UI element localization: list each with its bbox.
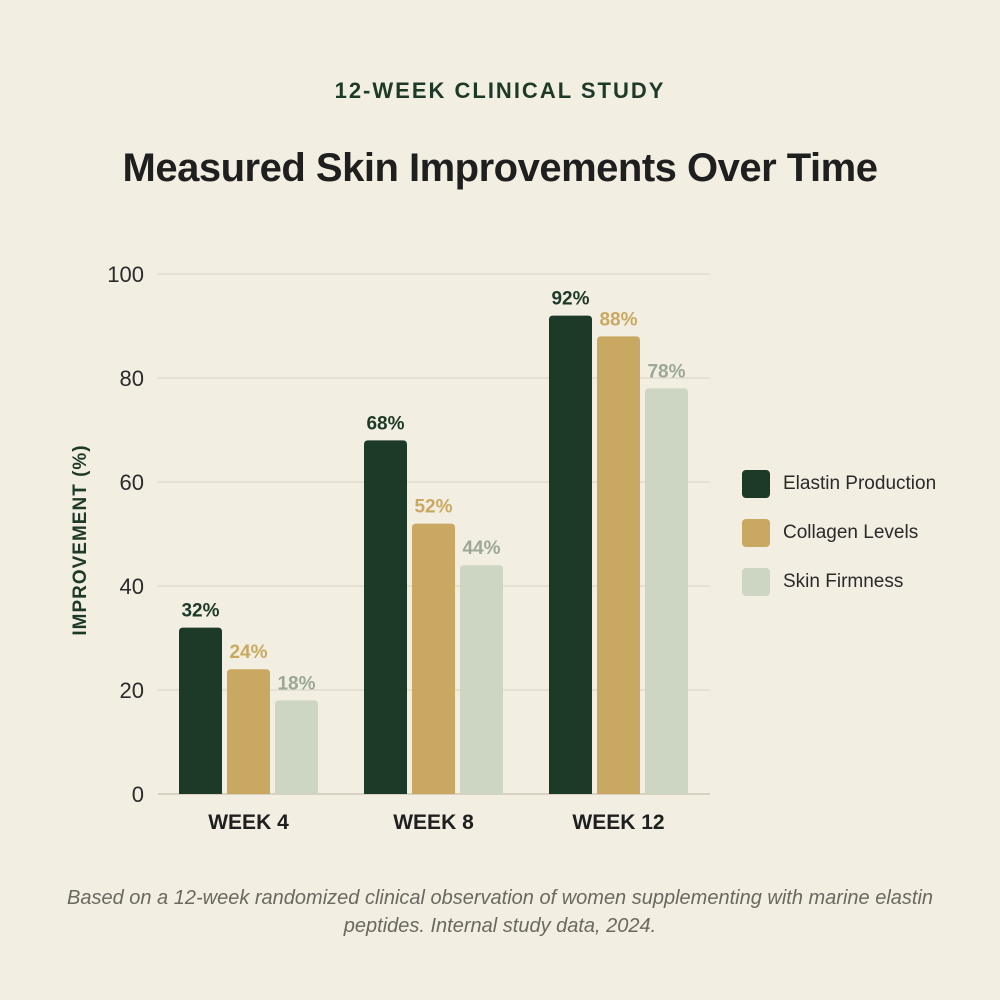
data-label: 88% [599,309,637,330]
bar-collagen-levels-week-8 [412,523,455,794]
bar-elastin-production-week-8 [364,440,407,794]
y-tick-label: 80 [120,366,144,391]
data-label: 44% [462,538,500,559]
x-tick-label: WEEK 12 [572,811,664,834]
bar-skin-firmness-week-12 [645,388,688,794]
y-tick-label: 0 [132,782,144,807]
legend-swatch-collagen [742,519,770,547]
y-tick-label: 20 [120,678,144,703]
y-tick-label: 40 [120,574,144,599]
data-label: 92% [551,289,589,310]
y-axis-label: IMPROVEMENT (%) [70,444,91,635]
legend-label-elastin: Elastin Production [783,473,937,494]
bar-skin-firmness-week-4 [275,700,318,794]
chart-title: Measured Skin Improvements Over Time [122,146,878,190]
data-label: 32% [181,601,219,622]
y-tick-label: 100 [107,262,144,287]
legend-item-collagen: Collagen Levels [742,519,936,547]
legend: Elastin Production Collagen Levels Skin … [742,470,936,617]
chart-eyebrow: 12-WEEK CLINICAL STUDY [334,78,666,103]
legend-swatch-firmness [742,568,770,596]
footnote: Based on a 12-week randomized clinical o… [66,887,934,937]
data-label: 78% [647,361,685,382]
data-label: 18% [277,673,315,694]
data-label: 68% [366,413,404,434]
legend-label-collagen: Collagen Levels [783,522,919,543]
y-axis-ticks: 0 20 40 60 80 100 [107,262,144,807]
legend-item-elastin: Elastin Production [742,470,936,498]
legend-item-firmness: Skin Firmness [742,568,936,596]
legend-label-firmness: Skin Firmness [783,571,904,592]
legend-swatch-elastin [742,470,770,498]
bar-elastin-production-week-12 [549,315,592,794]
bar-collagen-levels-week-4 [227,669,270,794]
data-label: 24% [229,642,267,663]
x-tick-label: WEEK 8 [393,811,474,834]
bar-collagen-levels-week-12 [597,336,640,794]
bar-elastin-production-week-4 [179,627,222,794]
bar-skin-firmness-week-8 [460,565,503,794]
x-axis-ticks: WEEK 4 WEEK 8 WEEK 12 [208,811,664,834]
x-tick-label: WEEK 4 [208,811,289,834]
data-labels: 32% 24% 18% 68% 52% 44% 92% 88% 78% [181,289,685,695]
bars [179,315,688,794]
data-label: 52% [414,497,452,518]
y-tick-label: 60 [120,470,144,495]
